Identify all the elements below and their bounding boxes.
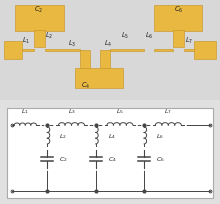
- Bar: [0, 0, 220, 101]
- Text: $L_4$: $L_4$: [108, 131, 116, 140]
- Text: $L_4$: $L_4$: [104, 39, 112, 49]
- Bar: [7, 108, 213, 198]
- Bar: [173, 31, 184, 48]
- Text: $L_5$: $L_5$: [116, 106, 124, 115]
- Bar: [75, 69, 123, 89]
- Bar: [45, 49, 80, 52]
- Text: $L_1$: $L_1$: [21, 106, 29, 115]
- Text: $C_2$: $C_2$: [59, 155, 68, 164]
- Text: $C_4$: $C_4$: [108, 155, 117, 164]
- Bar: [154, 49, 173, 52]
- Bar: [154, 6, 202, 32]
- Bar: [80, 50, 90, 69]
- Text: $L_3$: $L_3$: [68, 39, 77, 49]
- Bar: [184, 49, 194, 52]
- Bar: [34, 31, 45, 48]
- Bar: [194, 42, 216, 59]
- Text: $L_6$: $L_6$: [145, 31, 153, 41]
- Bar: [22, 49, 34, 52]
- Bar: [100, 50, 110, 69]
- Text: $L_2$: $L_2$: [45, 31, 54, 41]
- Text: $L_5$: $L_5$: [121, 31, 129, 41]
- Text: $C_4$: $C_4$: [81, 81, 90, 91]
- Bar: [4, 42, 22, 59]
- Text: $L_2$: $L_2$: [59, 131, 67, 140]
- Bar: [110, 49, 144, 52]
- Text: $L_3$: $L_3$: [68, 106, 75, 115]
- Text: $C_6$: $C_6$: [156, 155, 165, 164]
- Text: $L_7$: $L_7$: [185, 36, 193, 46]
- Text: $L_6$: $L_6$: [156, 131, 164, 140]
- Text: $L_1$: $L_1$: [22, 36, 31, 46]
- Text: $C_6$: $C_6$: [174, 5, 183, 15]
- Bar: [15, 6, 64, 32]
- Text: $C_2$: $C_2$: [34, 5, 43, 15]
- Text: $L_7$: $L_7$: [164, 106, 172, 115]
